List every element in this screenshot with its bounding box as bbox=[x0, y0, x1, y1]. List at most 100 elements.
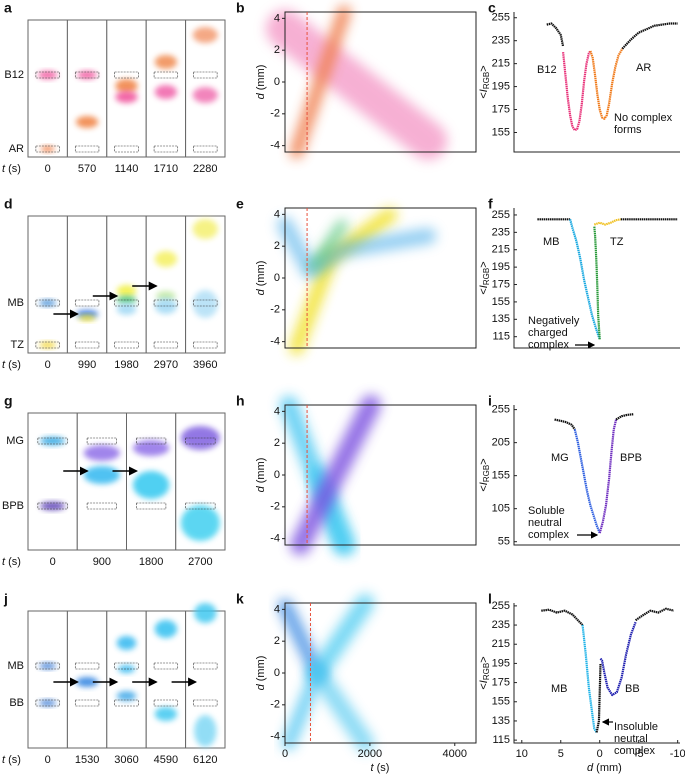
time-label: 0 bbox=[50, 556, 56, 568]
kymo-band bbox=[281, 666, 325, 750]
dye-band bbox=[154, 251, 178, 267]
y-tick-label: 2 bbox=[274, 44, 280, 56]
photo-strip bbox=[66, 215, 108, 354]
y-axis-label: d (mm) bbox=[255, 458, 267, 493]
panel-letter: h bbox=[236, 393, 245, 409]
y-tick-label: 205 bbox=[492, 437, 510, 449]
y-tick-label: 255 bbox=[492, 404, 510, 416]
y-axis-label-part: d bbox=[255, 288, 267, 295]
time-label: 2280 bbox=[193, 163, 217, 175]
y-axis-label: d (mm) bbox=[255, 65, 267, 100]
kymo-band bbox=[278, 598, 325, 680]
x-axis-label-part: (mm) bbox=[593, 762, 622, 774]
x-tick-label: 4000 bbox=[443, 748, 467, 760]
axis-line bbox=[513, 603, 680, 744]
y-tick-label: 235 bbox=[492, 619, 510, 631]
y-tick-label: 115 bbox=[492, 331, 510, 343]
dye-band bbox=[83, 445, 121, 461]
y-axis-label: <IRGB> bbox=[478, 656, 491, 689]
dye-band bbox=[75, 116, 99, 128]
y-axis-label-part: d bbox=[255, 92, 267, 99]
annotation: MB bbox=[543, 236, 560, 248]
kymo-band bbox=[290, 395, 381, 555]
y-tick-label: -4 bbox=[270, 336, 280, 348]
y-axis-label-part: < bbox=[478, 683, 490, 689]
dye-band bbox=[194, 603, 217, 623]
data-line bbox=[595, 663, 602, 733]
species-label: MB bbox=[8, 297, 25, 309]
dye-band bbox=[39, 300, 57, 306]
kymo-band bbox=[289, 5, 351, 159]
species-label: BB bbox=[9, 697, 24, 709]
annotation: MG bbox=[551, 452, 569, 464]
y-tick-label: -4 bbox=[270, 731, 280, 743]
panel-letter: c bbox=[488, 0, 496, 16]
annotation: B12 bbox=[537, 64, 557, 76]
data-line bbox=[569, 219, 601, 340]
annotation: BB bbox=[625, 683, 640, 695]
species-label: B12 bbox=[4, 69, 24, 81]
photo-strip bbox=[27, 19, 68, 158]
panel-letter: g bbox=[4, 393, 13, 409]
dye-band bbox=[154, 55, 178, 69]
axis-line bbox=[513, 208, 680, 349]
annotation: complex bbox=[528, 339, 569, 351]
dye-band bbox=[39, 342, 57, 348]
panel-letter: i bbox=[488, 393, 492, 409]
y-tick-label: 4 bbox=[274, 405, 280, 417]
data-line bbox=[598, 419, 618, 534]
y-axis-label-part: RGB bbox=[482, 465, 491, 482]
time-label: 1980 bbox=[114, 359, 138, 371]
panel-letter: b bbox=[236, 0, 245, 16]
y-tick-label: 155 bbox=[492, 470, 510, 482]
dye-band bbox=[40, 437, 66, 445]
y-tick-label: 0 bbox=[274, 76, 280, 88]
y-tick-label: 155 bbox=[492, 296, 510, 308]
data-line bbox=[589, 48, 624, 120]
data-line bbox=[581, 624, 598, 734]
x-axis-label: t (s) bbox=[2, 359, 21, 371]
time-label: 570 bbox=[78, 163, 96, 175]
x-axis-label-part: t bbox=[2, 359, 6, 371]
panel-letter: a bbox=[4, 0, 12, 16]
y-tick-label: 195 bbox=[492, 80, 510, 92]
panel-letter: f bbox=[488, 196, 493, 212]
y-tick-label: 0 bbox=[274, 272, 280, 284]
y-tick-label: 2 bbox=[274, 240, 280, 252]
dye-band bbox=[116, 636, 137, 650]
y-tick-label: 135 bbox=[492, 313, 510, 325]
annotation: TZ bbox=[610, 236, 624, 248]
y-axis-label: d (mm) bbox=[255, 261, 267, 296]
photo-strip bbox=[106, 215, 147, 354]
dye-band bbox=[154, 707, 178, 721]
data-line bbox=[541, 608, 584, 626]
dye-band bbox=[116, 296, 137, 304]
x-tick-label: 10 bbox=[516, 748, 528, 760]
y-tick-label: 4 bbox=[274, 603, 280, 615]
x-axis-label-part: (s) bbox=[5, 359, 21, 371]
time-label: 6120 bbox=[193, 754, 217, 766]
x-axis-label-part: (s) bbox=[5, 754, 21, 766]
y-tick-label: 155 bbox=[492, 126, 510, 138]
y-axis-label-part: RGB bbox=[482, 72, 491, 89]
data-line bbox=[621, 22, 678, 50]
annotation: Negatively bbox=[528, 315, 580, 327]
time-label: 1530 bbox=[75, 754, 99, 766]
panel-letter: d bbox=[4, 196, 13, 212]
time-label: 1710 bbox=[154, 163, 178, 175]
time-label: 4590 bbox=[154, 754, 178, 766]
y-axis-label-part: I bbox=[478, 482, 490, 485]
dye-band bbox=[40, 146, 55, 152]
axis-line bbox=[513, 12, 680, 153]
dye-band bbox=[118, 665, 135, 673]
y-tick-label: 0 bbox=[274, 469, 280, 481]
y-axis-label-part: I bbox=[478, 680, 490, 683]
x-axis-label: d (mm) bbox=[587, 762, 622, 774]
dye-band bbox=[180, 505, 220, 541]
y-tick-label: -4 bbox=[270, 140, 280, 152]
time-label: 990 bbox=[78, 359, 96, 371]
dye-band bbox=[192, 219, 218, 239]
species-label: BPB bbox=[2, 500, 24, 512]
x-axis-label-part: t bbox=[2, 556, 6, 568]
